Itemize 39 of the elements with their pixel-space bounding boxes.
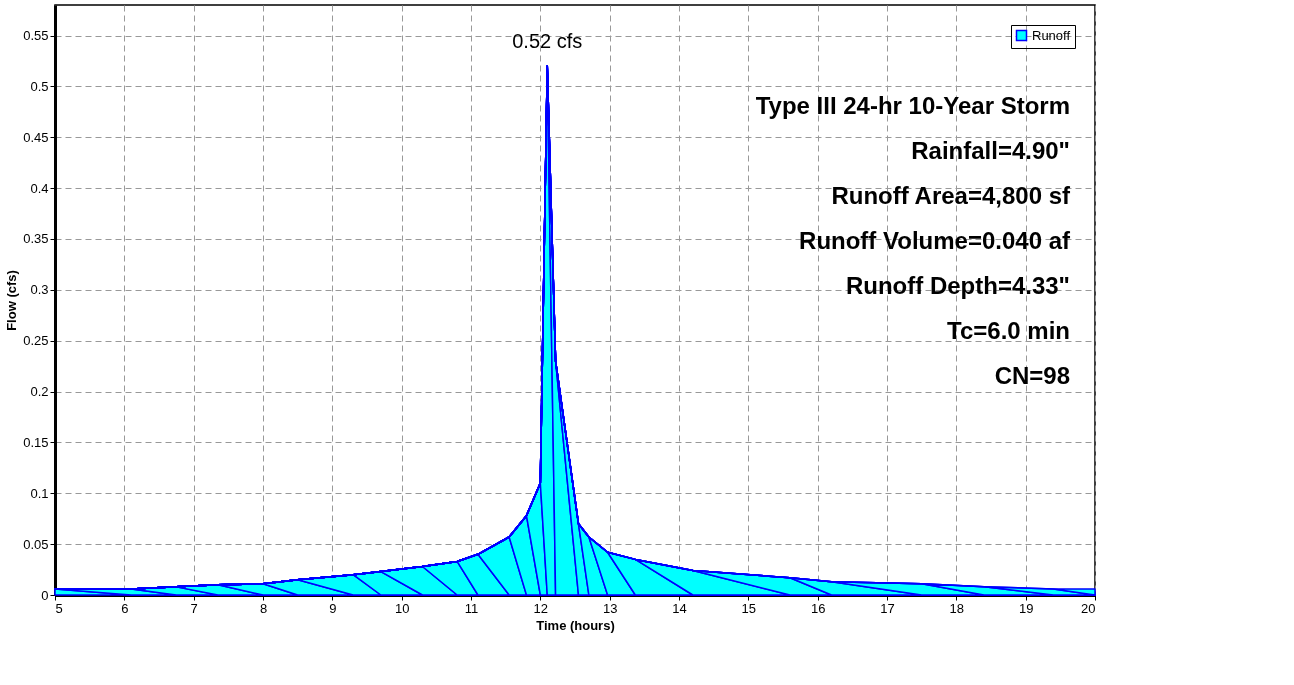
y-tick-label: 0.55 bbox=[23, 28, 49, 44]
x-tick-label: 9 bbox=[329, 600, 337, 616]
y-tick-label: 0.45 bbox=[23, 129, 49, 145]
annotation: 0.52 cfs bbox=[512, 30, 583, 53]
y-tick-label: 0.15 bbox=[23, 434, 49, 450]
x-tick-label: 11 bbox=[464, 600, 479, 616]
annotation: CN=98 bbox=[994, 362, 1070, 389]
x-tick-label: 20 bbox=[1081, 600, 1096, 616]
x-tick-label: 8 bbox=[259, 600, 268, 616]
x-tick-label: 10 bbox=[394, 600, 410, 616]
x-tick-label: 14 bbox=[672, 600, 687, 616]
x-tick-label: 7 bbox=[190, 600, 198, 616]
x-axis-title: Time (hours) bbox=[536, 617, 615, 633]
legend-label: Runoff bbox=[1032, 27, 1071, 43]
y-tick-label: 0.05 bbox=[23, 536, 49, 552]
x-tick-label: 5 bbox=[55, 600, 63, 616]
y-tick-label: 0.25 bbox=[23, 333, 49, 349]
x-tick-label: 13 bbox=[602, 600, 618, 616]
y-tick-label: 0.5 bbox=[30, 78, 49, 94]
x-tick-label: 12 bbox=[533, 600, 549, 616]
annotation: Rainfall=4.90" bbox=[911, 137, 1070, 164]
y-tick-label: 0 bbox=[41, 587, 49, 603]
x-tick-label: 15 bbox=[741, 600, 757, 616]
x-tick-label: 6 bbox=[121, 600, 129, 616]
annotation: Type III 24-hr 10-Year Storm bbox=[755, 92, 1070, 119]
annotation: Tc=6.0 min bbox=[947, 317, 1070, 344]
annotation: Runoff Area=4,800 sf bbox=[831, 182, 1071, 209]
y-tick-label: 0.3 bbox=[30, 282, 49, 298]
x-tick-label: 17 bbox=[880, 600, 895, 616]
y-axis-title: Flow (cfs) bbox=[4, 270, 20, 331]
annotation: Runoff Volume=0.040 af bbox=[799, 227, 1071, 254]
y-tick-label: 0.35 bbox=[23, 231, 49, 247]
annotation: Runoff Depth=4.33" bbox=[845, 272, 1070, 299]
x-tick-label: 19 bbox=[1018, 600, 1034, 616]
y-tick-label: 0.4 bbox=[30, 180, 49, 196]
y-tick-label: 0.1 bbox=[30, 485, 49, 501]
x-tick-label: 18 bbox=[949, 600, 965, 616]
y-tick-label: 0.2 bbox=[30, 384, 49, 400]
x-tick-label: 16 bbox=[810, 600, 826, 616]
